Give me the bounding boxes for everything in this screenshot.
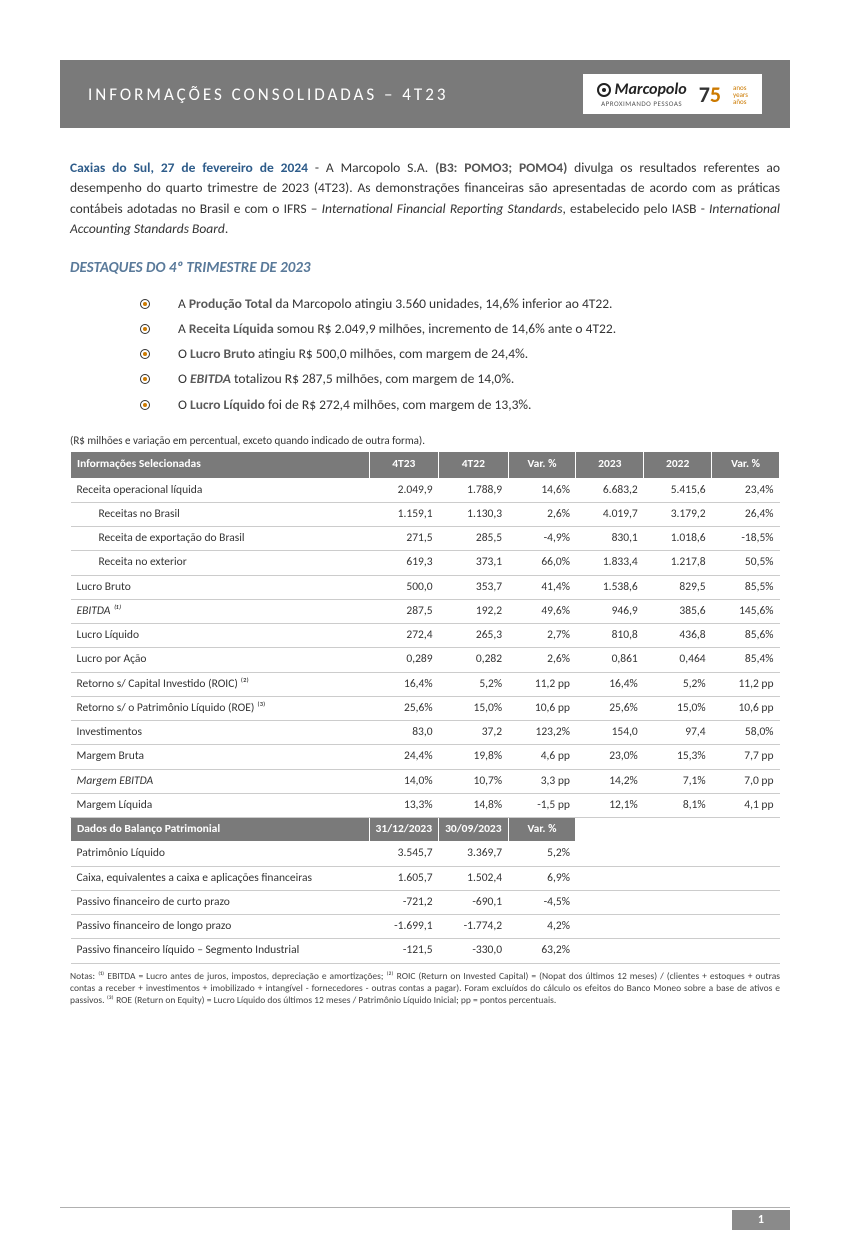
highlight-text: O Lucro Bruto atingiu R$ 500,0 milhões, … — [178, 344, 528, 364]
highlight-text: A Receita Líquida somou R$ 2.049,9 milhõ… — [178, 319, 616, 339]
table-row: Lucro por Ação0,2890,2822,6%0,8610,46485… — [71, 648, 780, 672]
highlight-text: O Lucro Líquido foi de R$ 272,4 milhões,… — [178, 395, 531, 415]
col-header: 4T22 — [439, 452, 509, 478]
anniversary-75: 75 — [699, 81, 721, 108]
highlight-item: A Receita Líquida somou R$ 2.049,9 milhõ… — [140, 319, 780, 339]
highlights-list: A Produção Total da Marcopolo atingiu 3.… — [140, 294, 780, 415]
table-row: Passivo financeiro de longo prazo-1.699,… — [71, 915, 780, 939]
table-row: Passivo financeiro de curto prazo-721,2-… — [71, 890, 780, 914]
anniversary-years: anos years años — [733, 84, 748, 105]
intro-paragraph: Caxias do Sul, 27 de fevereiro de 2024 -… — [70, 158, 780, 239]
table-row: Lucro Bruto500,0353,741,4%1.538,6829,585… — [71, 575, 780, 599]
footnotes: Notas: ⁽¹⁾ EBITDA = Lucro antes de juros… — [70, 970, 780, 1007]
bullet-icon — [140, 324, 150, 334]
table-row: Lucro Líquido272,4265,32,7%810,8436,885,… — [71, 624, 780, 648]
table-row: Retorno s/ o Patrimônio Líquido (ROE) ⁽³… — [71, 696, 780, 720]
table-row: Receita de exportação do Brasil271,5285,… — [71, 527, 780, 551]
table-row: Receitas no Brasil1.159,11.130,32,6%4.01… — [71, 502, 780, 526]
ticker: (B3: POMO3; POMO4) — [435, 159, 567, 176]
col-header: 4T23 — [369, 452, 439, 478]
highlight-text: A Produção Total da Marcopolo atingiu 3.… — [178, 294, 612, 314]
page-number: 1 — [732, 1210, 790, 1230]
col-header: 2023 — [576, 452, 644, 478]
table-row: Patrimônio Líquido3.545,73.369,75,2% — [71, 842, 780, 866]
subheader-row: Dados do Balanço Patrimonial31/12/202330… — [71, 818, 780, 842]
highlight-item: O Lucro Bruto atingiu R$ 500,0 milhões, … — [140, 344, 780, 364]
table-row: Margem Bruta24,4%19,8%4,6 pp23,0%15,3%7,… — [71, 745, 780, 769]
header-title: INFORMAÇÕES CONSOLIDADAS – 4T23 — [88, 84, 448, 105]
col-header: Var. % — [508, 452, 576, 478]
brand-tagline: APROXIMANDO PESSOAS — [601, 99, 682, 108]
bullet-icon — [140, 400, 150, 410]
highlight-item: O Lucro Líquido foi de R$ 272,4 milhões,… — [140, 395, 780, 415]
col-header: 2022 — [644, 452, 712, 478]
footer: 1 — [60, 1210, 790, 1230]
header-bar: INFORMAÇÕES CONSOLIDADAS – 4T23 Marcopol… — [60, 60, 790, 128]
table-row: Receita operacional líquida2.049,91.788,… — [71, 478, 780, 502]
table-row: Passivo financeiro líquido – Segmento In… — [71, 939, 780, 963]
table-row: Margem EBITDA14,0%10,7%3,3 pp14,2%7,1%7,… — [71, 769, 780, 793]
location-date: Caxias do Sul, 27 de fevereiro de 2024 — [70, 159, 308, 176]
table-row: Retorno s/ Capital Investido (ROIC) ⁽²⁾1… — [71, 672, 780, 696]
brand-logo: Marcopolo — [597, 80, 687, 99]
content: Caxias do Sul, 27 de fevereiro de 2024 -… — [0, 128, 850, 1007]
highlight-item: A Produção Total da Marcopolo atingiu 3.… — [140, 294, 780, 314]
logo-block: Marcopolo APROXIMANDO PESSOAS 75 anos ye… — [583, 74, 763, 114]
section-title: DESTAQUES DO 4º TRIMESTRE DE 2023 — [70, 257, 780, 280]
col-header: Var. % — [712, 452, 780, 478]
table-row: EBITDA ⁽¹⁾287,5192,249,6%946,9385,6145,6… — [71, 599, 780, 623]
highlight-item: O EBITDA totalizou R$ 287,5 milhões, com… — [140, 369, 780, 389]
bullet-icon — [140, 299, 150, 309]
financial-table: Informações Selecionadas4T234T22Var. %20… — [70, 451, 780, 963]
highlight-text: O EBITDA totalizou R$ 287,5 milhões, com… — [178, 369, 514, 389]
bullet-icon — [140, 349, 150, 359]
table-row: Receita no exterior619,3373,166,0%1.833,… — [71, 551, 780, 575]
table-caption: (R$ milhões e variação em percentual, ex… — [70, 433, 780, 450]
table-row: Caixa, equivalentes a caixa e aplicações… — [71, 866, 780, 890]
footer-rule — [60, 1207, 790, 1208]
brand-icon — [597, 83, 611, 97]
table-row: Investimentos83,037,2123,2%154,097,458,0… — [71, 721, 780, 745]
col-label: Informações Selecionadas — [71, 452, 370, 478]
table-row: Margem Líquida13,3%14,8%-1,5 pp12,1%8,1%… — [71, 793, 780, 817]
bullet-icon — [140, 374, 150, 384]
